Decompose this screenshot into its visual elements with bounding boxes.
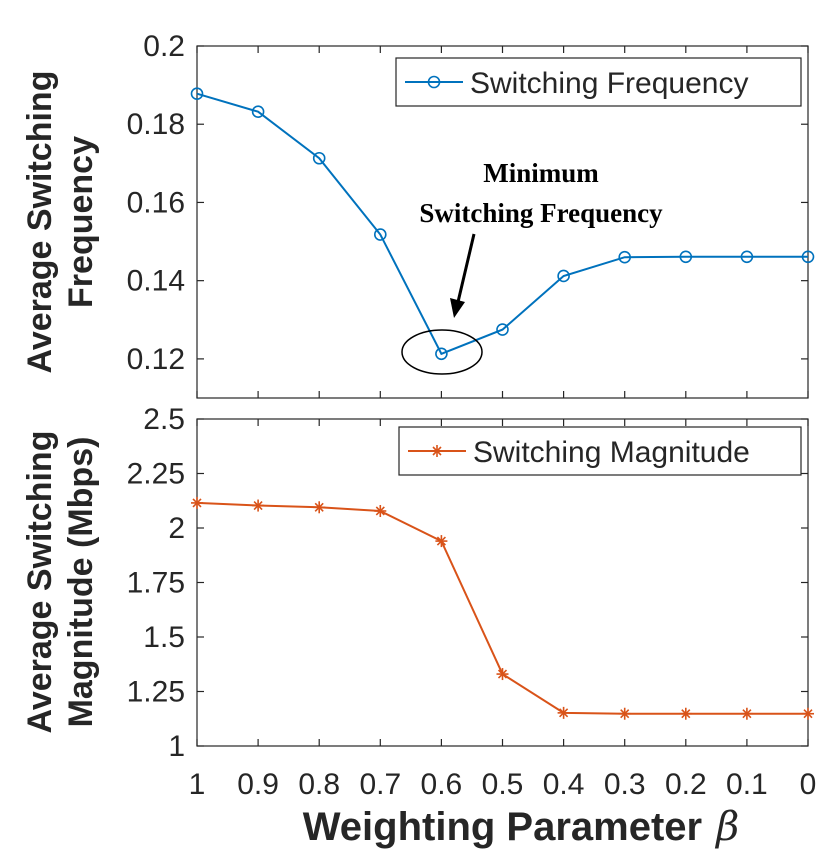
frequency-series-line	[196, 92, 808, 356]
frequency-data-point	[679, 250, 693, 264]
annotation-line-1: Minimum	[483, 158, 599, 188]
frequency-data-point	[190, 87, 204, 101]
frequency-data-point	[557, 269, 570, 283]
magnitude-y-tick-label: 1	[168, 730, 185, 763]
annotation-arrowhead	[450, 298, 465, 318]
x-tick-label: 0.9	[237, 768, 279, 801]
frequency-y-label-line-2: Frequency	[62, 136, 100, 308]
x-tick-label: 0.1	[726, 768, 768, 801]
frequency-y-tick-label: 0.18	[127, 108, 185, 141]
magnitude-data-point	[191, 496, 203, 509]
magnitude-y-tick-label: 1.5	[143, 621, 185, 654]
frequency-data-point	[496, 323, 509, 336]
magnitude-y-label-line-2: Magnitude (Mbps)	[62, 437, 100, 728]
x-tick-label: 0.8	[298, 768, 340, 801]
x-axis-ticks: 1 0.9 0.8 0.7 0.6 0.5 0.4 0.3 0.2 0.1 0	[189, 768, 817, 801]
x-tick-label: 0	[800, 768, 817, 801]
x-axis-symbol: β	[714, 804, 739, 850]
magnitude-data-point	[496, 668, 509, 681]
x-tick-label: 0.6	[421, 768, 463, 801]
x-tick-label: 0.3	[604, 768, 646, 801]
magnitude-data-point	[374, 504, 387, 517]
frequency-legend: Switching Frequency	[395, 57, 802, 107]
frequency-data-point	[312, 151, 326, 165]
frequency-y-label-line-1: Average Switching	[21, 71, 59, 374]
frequency-data-point	[801, 250, 815, 264]
magnitude-data-point	[313, 501, 326, 514]
annotation-line-2: Switching Frequency	[419, 198, 663, 228]
magnitude-y-tick-label: 2.25	[127, 458, 185, 491]
x-axis-label: Weighting Parameter	[303, 805, 702, 849]
magnitude-y-label-line-1: Average Switching	[21, 431, 59, 734]
magnitude-y-tick-label: 2	[168, 512, 185, 545]
frequency-data-point	[740, 250, 754, 264]
magnitude-y-tick-label: 1.25	[127, 676, 185, 709]
x-tick-label: 0.7	[359, 768, 401, 801]
magnitude-y-tick-label: 2.5	[143, 403, 185, 436]
x-tick-label: 0.2	[665, 768, 707, 801]
frequency-legend-box	[395, 57, 802, 107]
frequency-data-point	[618, 250, 632, 264]
magnitude-series	[191, 496, 814, 720]
frequency-panel: 0.120.140.160.180.2 Switching Frequency …	[21, 30, 815, 399]
magnitude-data-point	[740, 707, 753, 720]
frequency-y-ticks: 0.12 0.14 0.16 0.18 0.2	[127, 30, 809, 398]
frequency-y-tick-label: 0.2	[143, 30, 185, 63]
annotation-ellipse	[401, 329, 483, 375]
frequency-data-point	[373, 228, 387, 241]
frequency-y-tick-label: 0.16	[127, 186, 185, 219]
magnitude-y-tick-label: 1.75	[127, 567, 185, 600]
frequency-legend-marker	[427, 75, 441, 89]
magnitude-data-point	[435, 535, 448, 548]
x-tick-label: 0.4	[543, 768, 585, 801]
x-tick-label: 0.5	[482, 768, 524, 801]
magnitude-data-point	[252, 499, 265, 512]
frequency-data-point	[435, 347, 448, 361]
frequency-y-tick-label: 0.14	[127, 265, 185, 298]
magnitude-legend-marker	[431, 445, 443, 457]
frequency-data-point	[251, 105, 265, 119]
frequency-series	[190, 87, 815, 361]
magnitude-legend: Switching Magnitude	[398, 426, 802, 476]
magnitude-y-ticks: 1 1.25 1.5 1.75 2 2.25 2.5	[127, 403, 809, 763]
minimum-annotation: Minimum Switching Frequency	[401, 158, 663, 375]
magnitude-data-point	[618, 707, 631, 720]
frequency-legend-label: Switching Frequency	[470, 67, 748, 100]
magnitude-panel: 1 1.25 1.5 1.75 2 2.25 2.5 Switching Magnitude…	[21, 403, 814, 763]
magnitude-legend-label: Switching Magnitude	[473, 436, 750, 469]
x-tick-label: 1	[189, 768, 206, 801]
magnitude-data-point	[802, 707, 814, 720]
frequency-y-tick-label: 0.12	[127, 343, 185, 376]
annotation-arrow-shaft	[456, 233, 476, 303]
magnitude-data-point	[679, 707, 692, 720]
magnitude-data-point	[557, 706, 570, 719]
x-axis-title: Weighting Parameter β	[303, 804, 739, 850]
